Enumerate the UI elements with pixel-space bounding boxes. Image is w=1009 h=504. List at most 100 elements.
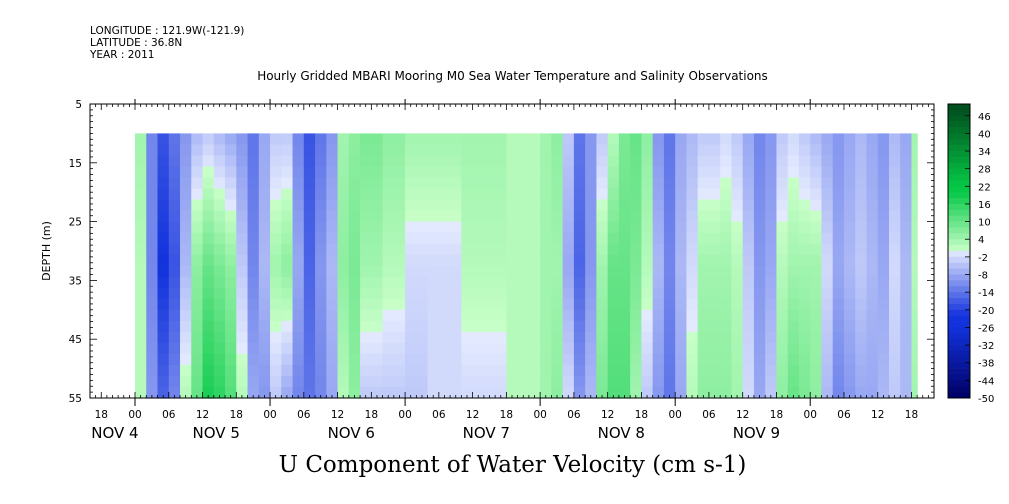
heatmap-cell	[281, 144, 294, 157]
heatmap-cell	[810, 364, 823, 377]
heatmap-cell	[461, 353, 507, 366]
heatmap-cell	[618, 232, 631, 245]
heatmap-cell	[135, 133, 147, 146]
heatmap-cell	[213, 210, 226, 223]
plot-subtitle: Hourly Gridded MBARI Mooring M0 Sea Wate…	[257, 69, 768, 83]
heatmap-cell	[776, 210, 789, 223]
colorbar-swatch	[948, 356, 970, 364]
heatmap-cell	[877, 254, 890, 267]
heatmap-cell	[180, 199, 192, 212]
heatmap-cell	[180, 232, 192, 245]
heatmap-cell	[135, 353, 147, 366]
heatmap-cell	[742, 386, 755, 399]
heatmap-cell	[675, 353, 688, 366]
heatmap-cell	[663, 144, 676, 157]
heatmap-cell	[877, 188, 890, 201]
x-day-label: NOV 9	[733, 424, 780, 442]
heatmap-cell	[573, 364, 586, 377]
heatmap-cell	[607, 199, 620, 212]
heatmap-cell	[281, 177, 294, 190]
colorbar-label: -20	[978, 306, 994, 317]
heatmap-cell	[596, 254, 609, 267]
heatmap-cell	[146, 188, 159, 201]
heatmap-cell	[731, 232, 744, 245]
heatmap-cell	[146, 232, 159, 245]
heatmap-cell	[900, 353, 913, 366]
heatmap-cell	[258, 199, 271, 212]
y-tick-label: 35	[69, 275, 82, 287]
heatmap-cell	[528, 276, 541, 289]
heatmap-cell	[585, 386, 597, 399]
heatmap-cell	[191, 133, 204, 146]
heatmap-cell	[888, 298, 901, 311]
heatmap-cell	[528, 331, 541, 344]
heatmap-cell	[618, 276, 631, 289]
heatmap-cell	[146, 133, 159, 146]
heatmap-cell	[888, 320, 901, 333]
y-tick-label: 25	[69, 217, 82, 229]
heatmap-cell	[146, 199, 159, 212]
heatmap-cell	[585, 342, 597, 355]
heatmap-cell	[765, 155, 778, 168]
heatmap-cell	[618, 353, 631, 366]
heatmap-cell	[742, 331, 755, 344]
heatmap-cell	[348, 386, 361, 399]
heatmap-cell	[697, 144, 721, 157]
heatmap-cell	[787, 188, 800, 201]
heatmap-cell	[821, 133, 834, 146]
heatmap-cell	[258, 265, 271, 278]
heatmap-cell	[247, 309, 260, 322]
heatmap-cell	[540, 342, 552, 355]
heatmap-cell	[753, 386, 766, 399]
heatmap-cell	[900, 133, 913, 146]
heatmap-cell	[843, 188, 856, 201]
colorbar-swatch	[948, 286, 970, 293]
heatmap-cell	[551, 309, 564, 322]
heatmap-cell	[258, 254, 271, 267]
colorbar-swatch	[948, 292, 970, 299]
heatmap-cell	[168, 320, 181, 333]
heatmap-cell	[855, 276, 868, 289]
heatmap-cell	[168, 342, 181, 355]
heatmap-cell	[326, 155, 339, 168]
heatmap-cell	[776, 133, 789, 146]
heatmap-cell	[753, 342, 766, 355]
heatmap-cell	[742, 309, 755, 322]
heatmap-cell	[731, 177, 744, 190]
heatmap-cell	[315, 331, 327, 344]
heatmap-cell	[281, 276, 294, 289]
heatmap-cell	[528, 155, 541, 168]
heatmap-cell	[213, 232, 226, 245]
heatmap-cell	[652, 386, 665, 399]
heatmap-cell	[573, 320, 586, 333]
heatmap-cell	[663, 342, 676, 355]
heatmap-cell	[911, 232, 918, 245]
heatmap-cell	[596, 232, 609, 245]
heatmap-cell	[135, 232, 147, 245]
heatmap-cell	[382, 287, 406, 300]
heatmap-cell	[888, 243, 901, 256]
heatmap-cell	[135, 375, 147, 388]
x-tick-label: 12	[466, 409, 479, 421]
heatmap-cell	[787, 210, 800, 223]
heatmap-cell	[888, 166, 901, 179]
heatmap-cell	[213, 144, 226, 157]
heatmap-cell	[225, 144, 237, 157]
heatmap-cell	[675, 276, 688, 289]
heatmap-cell	[753, 155, 766, 168]
heatmap-cell	[506, 243, 530, 256]
heatmap-cell	[821, 177, 834, 190]
heatmap-cell	[888, 199, 901, 212]
heatmap-cell	[461, 276, 507, 289]
colorbar-swatch	[948, 386, 970, 393]
heatmap-cell	[720, 353, 733, 366]
heatmap-cell	[258, 155, 271, 168]
heatmap-cell	[540, 320, 552, 333]
heatmap-cell	[596, 309, 609, 322]
heatmap-cell	[663, 166, 676, 179]
heatmap-cell	[562, 298, 575, 311]
heatmap-cell	[618, 309, 631, 322]
colorbar-swatch	[948, 151, 970, 158]
heatmap-cell	[855, 265, 868, 278]
heatmap-cell	[225, 232, 237, 245]
